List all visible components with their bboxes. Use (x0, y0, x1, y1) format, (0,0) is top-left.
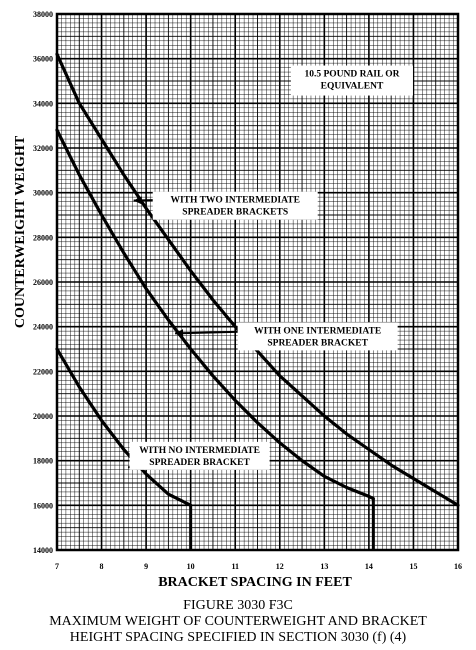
plot-frame (55, 12, 460, 552)
annotation-text: SPREADER BRACKET (149, 458, 250, 468)
annotation-background (129, 441, 270, 470)
arrow-head (175, 329, 184, 338)
annotation-text: 10.5 POUND RAIL OR (304, 70, 399, 80)
y-axis-label: COUNTERWEIGHT WEIGHT (13, 135, 28, 328)
y-tick-label: 30000 (33, 189, 53, 198)
series-line-3 (55, 347, 193, 507)
annotation-text: WITH NO INTERMEDIATE (139, 446, 260, 456)
y-tick-label: 32000 (33, 144, 53, 153)
x-tick-label: 8 (100, 562, 104, 571)
annotation-text: SPREADER BRACKET (267, 338, 368, 348)
annotation-text: WITH TWO INTERMEDIATE (170, 196, 300, 206)
x-tick-label: 15 (409, 562, 417, 571)
figure-number: FIGURE 3030 F3C (183, 598, 293, 613)
x-tick-label: 7 (55, 562, 59, 571)
annotation-background (152, 191, 318, 220)
y-tick-label: 28000 (33, 233, 53, 242)
y-tick-label: 26000 (33, 278, 53, 287)
x-tick-label: 13 (320, 562, 328, 571)
x-tick-label: 16 (454, 562, 462, 571)
annotation-text: WITH ONE INTERMEDIATE (254, 326, 381, 336)
y-tick-label: 16000 (33, 501, 53, 510)
y-tick-label: 36000 (33, 55, 53, 64)
annotation-text: SPREADER BRACKETS (182, 208, 288, 218)
y-tick-label: 34000 (33, 99, 53, 108)
y-tick-label: 14000 (33, 546, 53, 555)
x-tick-label: 11 (231, 562, 239, 571)
x-axis-label: BRACKET SPACING IN FEET (158, 575, 352, 590)
figure-caption-line1: MAXIMUM WEIGHT OF COUNTERWEIGHT AND BRAC… (49, 614, 427, 629)
x-tick-labels: 7 8 9 10 11 12 13 14 15 16 (55, 562, 462, 571)
y-tick-label: 18000 (33, 457, 53, 466)
y-tick-label: 22000 (33, 367, 53, 376)
y-tick-label: 20000 (33, 412, 53, 421)
figure-caption-line2: HEIGHT SPACING SPECIFIED IN SECTION 3030… (69, 630, 407, 645)
annotations: 10.5 POUND RAIL OR EQUIVALENT WITH TWO INT… (129, 65, 413, 470)
x-tick-label: 12 (276, 562, 284, 571)
y-tick-label: 38000 (33, 10, 53, 19)
annotation-background (237, 322, 398, 351)
annotation-background (290, 65, 413, 96)
arrow-head (133, 196, 142, 205)
series-group (55, 52, 460, 550)
series-line-1 (55, 52, 460, 507)
x-tick-label: 9 (144, 562, 148, 571)
y-tick-label: 24000 (33, 323, 53, 332)
x-tick-label: 10 (187, 562, 195, 571)
series-line-2 (55, 128, 375, 501)
y-tick-labels: 14000 16000 18000 20000 22000 24000 26000 28000… (33, 10, 53, 555)
annotation-text: EQUIVALENT (321, 82, 384, 92)
x-tick-label: 14 (365, 562, 373, 571)
